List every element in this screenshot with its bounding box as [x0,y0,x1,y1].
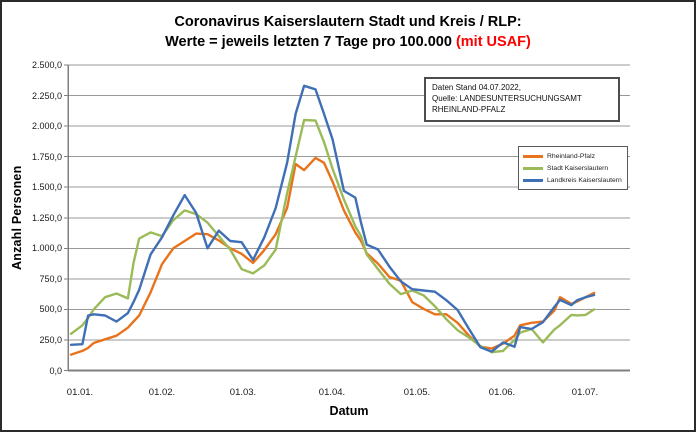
series-line-rheinland-pfalz [69,156,596,356]
chart-title-highlight: (mit USAF) [455,34,531,50]
y-tick-label: 1.500,0 [31,182,62,193]
x-axis-title: Datum [329,404,369,418]
legend-item-landkreis-kaiserslautern: Landkreis Kaiserslautern [523,175,625,186]
legend-swatch-orange-line-icon [523,155,543,158]
chart-title-line1: Coronavirus Kaiserslautern Stadt und Kre… [174,14,522,30]
legend-item-stadt-kaiserslautern: Stadt Kaiserslautern [523,163,625,174]
legend-label: Stadt Kaiserslautern [547,165,609,172]
x-tick-label: 01.04. [318,387,346,398]
y-tick-label: 1.750,0 [31,151,62,162]
legend-swatch-green-line-icon [523,167,543,170]
y-tick-label: 0,0 [49,365,62,376]
annotation-line3: RHEINLAND-PFALZ [432,105,506,115]
y-tick-label: 2.250,0 [31,90,62,101]
y-tick-label: 1.250,0 [31,212,62,223]
chart-title-line2: Werte = jeweils letzten 7 Tage pro 100.0… [165,34,531,50]
chart-title: Coronavirus Kaiserslautern Stadt und Kre… [2,12,694,52]
x-tick-label: 01.07. [571,387,599,398]
series-line-stadt-kaiserslautern [69,118,596,354]
legend: Rheinland-Pfalz Stadt Kaiserslautern Lan… [518,146,628,190]
legend-label: Landkreis Kaiserslautern [547,177,622,184]
x-tick-label: 01.02. [148,387,176,398]
annotation-line1: Daten Stand 04.07.2022, [432,83,521,92]
y-tick-label: 250,0 [39,334,62,345]
y-tick-label: 750,0 [39,273,62,284]
y-tick-label: 2.500,0 [31,60,62,70]
y-tick-label: 500,0 [39,304,62,315]
x-tick-label: 01.05. [403,387,431,398]
series-line-landkreis-kaiserslautern [69,84,596,353]
x-tick-label: 01.03. [229,387,257,398]
data-source-annotation: Daten Stand 04.07.2022, Quelle: LANDESUN… [424,77,620,122]
x-tick-label: 01.01. [66,387,94,398]
annotation-line2: Quelle: LANDESUNTERSUCHUNGSAMT [432,94,582,104]
legend-label: Rheinland-Pfalz [547,153,595,160]
y-tick-label: 1.000,0 [31,243,62,254]
legend-swatch-blue-line-icon [523,179,543,182]
legend-item-rheinland-pfalz: Rheinland-Pfalz [523,151,625,162]
y-tick-label: 2.000,0 [31,121,62,132]
x-tick-label: 01.06. [488,387,516,398]
